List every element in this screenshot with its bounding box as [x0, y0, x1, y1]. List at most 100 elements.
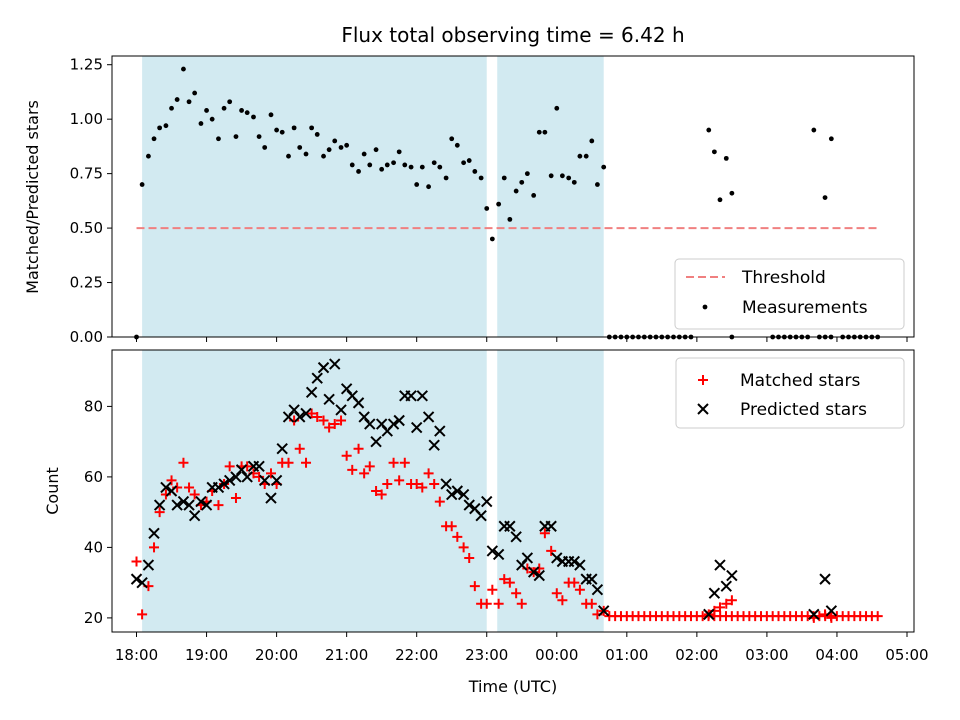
measurement-point: [256, 134, 262, 139]
matched-point: [294, 443, 305, 454]
matched-point: [336, 415, 347, 426]
predicted-point: [819, 573, 831, 585]
measurement-point: [204, 108, 209, 113]
x-tick-label: 18:00: [115, 646, 158, 664]
matched-point: [189, 489, 200, 500]
observing-interval-1: [497, 56, 604, 337]
measurement-point: [181, 66, 186, 72]
x-tick-label: 20:00: [255, 646, 298, 664]
predicted-point: [265, 492, 277, 504]
predicted-point: [253, 460, 265, 473]
predicted-point: [726, 569, 738, 582]
matched-point: [487, 584, 498, 595]
matched-point: [499, 574, 510, 585]
matched-point: [265, 468, 276, 479]
legend-matched-swatch: [698, 375, 708, 385]
matched-point: [726, 595, 737, 606]
predicted-point: [586, 573, 598, 585]
measurement-point: [198, 121, 204, 126]
measurement-point: [583, 153, 589, 159]
matched-point: [137, 609, 148, 620]
legend-threshold-label: Threshold: [741, 268, 826, 288]
y-tick-label: 60: [84, 468, 103, 486]
predicted-point: [200, 499, 213, 511]
predicted-point: [410, 421, 423, 434]
x-tick-label: 05:00: [885, 646, 928, 664]
measurement-point: [268, 112, 274, 118]
predicted-point: [230, 471, 242, 483]
measurement-point: [513, 188, 519, 194]
measurement-point: [297, 145, 303, 150]
predicted-point: [258, 474, 271, 487]
predicted-point: [486, 545, 499, 557]
predicted-point: [597, 605, 610, 617]
x-tick-label: 02:00: [675, 646, 718, 664]
predicted-point: [393, 414, 405, 427]
measurement-point: [501, 175, 507, 181]
predicted-point: [317, 361, 330, 374]
chart-title: Flux total observing time = 6.42 h: [341, 23, 684, 47]
predicted-point: [446, 488, 458, 501]
predicted-point: [533, 569, 545, 582]
measurement-point: [384, 162, 390, 168]
ratio-panel-ylabel: Matched/Predicted stars: [23, 100, 42, 294]
measurement-point: [379, 166, 385, 172]
predicted-point: [165, 485, 178, 497]
y-tick-label: 20: [84, 609, 103, 627]
x-tick-label: 19:00: [185, 646, 228, 664]
measurement-point: [344, 142, 350, 148]
x-tick-label: 01:00: [605, 646, 648, 664]
measurement-point: [221, 105, 227, 111]
predicted-point: [305, 386, 318, 399]
measurement-point: [321, 153, 326, 159]
measurement-point: [209, 116, 215, 122]
matched-point: [546, 545, 557, 556]
x-tick-label: 23:00: [465, 646, 508, 664]
matched-point: [458, 542, 469, 553]
measurement-point: [822, 195, 828, 200]
predicted-point: [300, 407, 312, 420]
legend-measurements-swatch: [702, 304, 708, 310]
measurement-point: [711, 149, 717, 155]
predicted-point: [160, 481, 172, 494]
y-tick-label: 0.25: [70, 274, 103, 292]
measurement-point: [262, 145, 268, 150]
predicted-point: [276, 442, 288, 455]
measurement-point: [233, 134, 239, 139]
measurement-point: [349, 162, 355, 168]
measurement-point: [542, 129, 548, 135]
count-panel: 20 40 60 80 18:00 19:00 20:00 21:00 22:00 23:00 0…: [43, 349, 929, 664]
matched-point: [213, 500, 224, 511]
matched-point: [411, 478, 422, 489]
predicted-point: [527, 566, 540, 578]
predicted-point: [142, 559, 155, 571]
matched-point: [364, 461, 375, 472]
matched-point: [493, 598, 504, 609]
matched-point: [586, 598, 597, 609]
measurement-point: [443, 175, 449, 181]
predicted-point: [521, 552, 534, 564]
x-axis-title: Time (UTC): [468, 677, 557, 696]
predicted-point: [416, 390, 429, 402]
y-tick-label: 0.75: [70, 165, 103, 183]
matched-point: [574, 584, 585, 595]
matched-point: [452, 531, 463, 542]
measurement-point: [239, 108, 244, 113]
matched-point: [417, 482, 428, 493]
measurement-point: [519, 179, 525, 185]
measurement-point: [139, 182, 145, 187]
predicted-point: [422, 411, 435, 423]
observing-interval-0: [142, 56, 487, 337]
measurement-point: [146, 153, 151, 159]
measurement-point: [566, 175, 572, 181]
measurement-point: [391, 160, 396, 166]
predicted-point: [428, 439, 440, 451]
measurement-point: [286, 153, 291, 159]
predicted-point: [463, 499, 475, 511]
measurement-point: [356, 169, 361, 174]
measurement-point: [717, 197, 723, 203]
matched-point: [511, 588, 522, 599]
measurement-point: [478, 175, 484, 181]
measurement-point: [828, 136, 834, 142]
